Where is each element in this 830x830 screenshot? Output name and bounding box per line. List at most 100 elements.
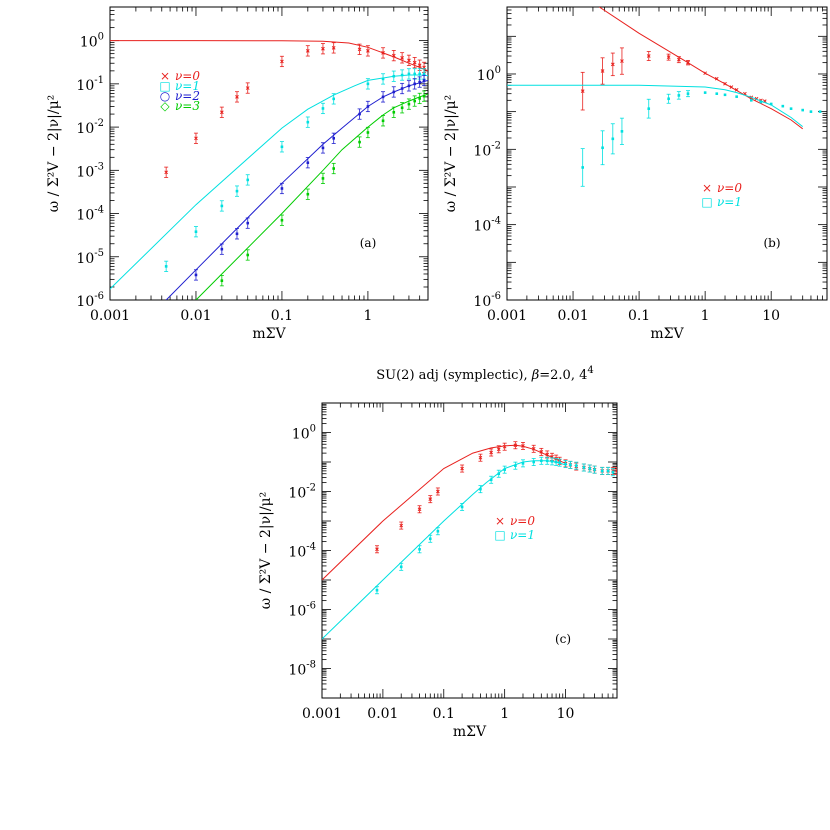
x-tick-label: 1 (500, 706, 509, 722)
data-point (503, 468, 506, 471)
y-tick-label: 10-1 (76, 75, 104, 94)
y-axis-title: ω / Σ²V − 2|ν|/μ² (443, 95, 459, 213)
data-point (723, 93, 727, 97)
data-point (366, 82, 370, 86)
data-point (392, 90, 396, 94)
data-point (400, 106, 404, 110)
y-tick-label: 10-2 (288, 483, 316, 502)
data-point (422, 79, 426, 82)
plot-frame (109, 6, 429, 301)
figure-caption: SU(2) adj (symplectic), β=2.0, 44 (376, 365, 594, 383)
data-point (489, 450, 494, 455)
data-point (280, 145, 284, 149)
x-axis: 0.001 0.01 0.1 1 10 (302, 403, 618, 722)
legend-label: ν=1 (510, 528, 535, 542)
y-tick-base: 10 (76, 208, 94, 224)
data-point (715, 92, 719, 95)
x-tick-label: 0.1 (628, 308, 650, 324)
data-point (375, 547, 379, 552)
caption-suffix: =2.0, 4 (539, 368, 587, 383)
panel-label: (a) (360, 236, 377, 250)
data-point (611, 137, 615, 141)
data-point (412, 60, 417, 65)
data-point (703, 91, 707, 94)
data-point (407, 58, 411, 63)
legend-label: ν=0 (717, 181, 742, 195)
data-point (400, 55, 404, 60)
y-tick-base: 10 (473, 294, 491, 310)
data-point (686, 92, 690, 95)
data-point (245, 86, 250, 90)
theory-curve (599, 7, 804, 130)
data-point (321, 177, 325, 180)
data-point (714, 76, 719, 81)
y-tick-label: 10-2 (76, 118, 104, 137)
legend-label: ν=0 (510, 514, 535, 528)
data-point (497, 472, 501, 476)
data-point (514, 464, 517, 467)
data-point (460, 466, 464, 471)
plot-area (322, 441, 617, 640)
data-point (246, 178, 250, 182)
y-tick-exponent: 0 (98, 32, 104, 43)
data-point (418, 80, 421, 84)
data-point (321, 146, 325, 150)
y-tick-exponent: -2 (94, 118, 104, 129)
data-point (417, 63, 422, 68)
data-point (366, 49, 370, 53)
data-point (569, 463, 572, 467)
data-point (392, 74, 396, 78)
data-point (332, 137, 335, 140)
panel-label: (b) (763, 236, 780, 250)
data-point (418, 547, 421, 551)
legend: × ν=0 □ ν=1 (701, 181, 742, 209)
theory-curve (110, 40, 428, 72)
data-point (531, 446, 536, 451)
legend-marker: × (495, 514, 505, 528)
data-point (246, 221, 250, 225)
data-point (729, 85, 734, 89)
data-point (399, 523, 404, 528)
data-point (532, 460, 536, 464)
data-point (667, 97, 670, 101)
data-point (502, 444, 507, 449)
data-point (540, 459, 543, 463)
series-1 (110, 68, 428, 290)
x-axis-title: mΣV (252, 326, 286, 342)
y-tick-label: 10-5 (76, 248, 104, 267)
panel-label: (c) (555, 632, 571, 646)
series-1 (507, 84, 822, 187)
panel-a: 0.001 0.01 0.1 110-610-510-410-310-210-1100… (46, 6, 429, 342)
data-point (600, 469, 604, 473)
data-point (521, 462, 525, 465)
data-point (489, 478, 493, 482)
y-tick-label: 10-6 (473, 291, 501, 310)
data-point (381, 95, 385, 99)
plot-frame (321, 402, 618, 699)
data-point (600, 69, 605, 73)
data-point (513, 443, 518, 448)
data-point (194, 230, 198, 234)
data-point (818, 110, 822, 113)
data-point (436, 529, 440, 533)
y-tick-label: 10-4 (76, 205, 104, 224)
data-point (620, 59, 624, 63)
x-tick-label: 1 (363, 308, 372, 324)
data-point (407, 102, 411, 106)
theory-curve (195, 93, 428, 300)
data-point (601, 146, 604, 150)
y-tick-label: 10-8 (288, 660, 316, 679)
x-tick-label: 0.1 (271, 308, 293, 324)
data-point (332, 167, 335, 170)
data-point (392, 110, 396, 114)
data-point (580, 89, 585, 94)
data-point (381, 119, 385, 123)
x-axis: 0.001 0.01 0.1 1 10 (487, 7, 828, 324)
caption-prefix: SU(2) adj (symplectic), (376, 368, 532, 383)
data-point (235, 232, 239, 236)
x-tick-label: 10 (762, 308, 780, 324)
data-point (164, 265, 168, 268)
data-point (558, 461, 561, 464)
data-point (366, 105, 370, 108)
